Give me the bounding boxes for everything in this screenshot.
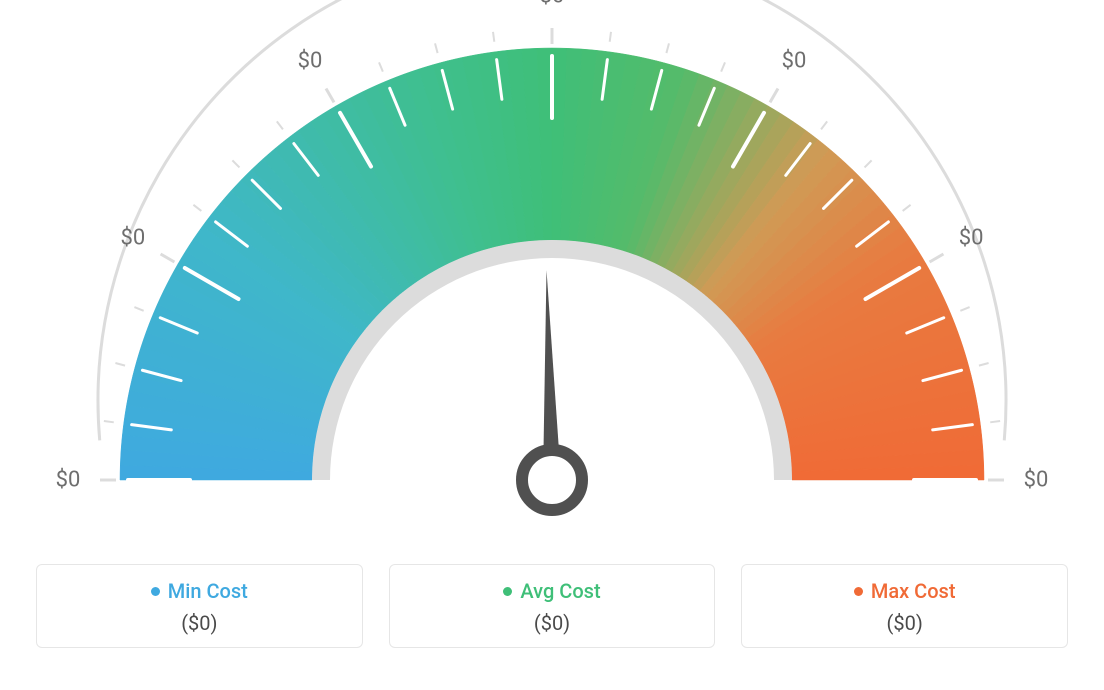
gauge-tick-label: $0 bbox=[56, 468, 81, 493]
legend-avg-dot bbox=[503, 587, 512, 596]
gauge-tick-label: $0 bbox=[120, 226, 145, 251]
legend-avg-value: ($0) bbox=[400, 611, 705, 635]
legend-row: Min Cost ($0) Avg Cost ($0) Max Cost ($0… bbox=[0, 564, 1104, 648]
legend-min-title: Min Cost bbox=[47, 579, 352, 603]
gauge-tick-label: $0 bbox=[1024, 468, 1049, 493]
gauge-tick-label: $0 bbox=[540, 0, 565, 9]
legend-min-dot bbox=[151, 587, 160, 596]
gauge-area: $0 $0 $0 $0 $0 $0 $0 bbox=[0, 0, 1104, 560]
legend-max-value: ($0) bbox=[752, 611, 1057, 635]
gauge-tick-label: $0 bbox=[298, 48, 323, 73]
legend-min-box: Min Cost ($0) bbox=[36, 564, 363, 648]
legend-min-label: Min Cost bbox=[168, 579, 248, 603]
legend-min-value: ($0) bbox=[47, 611, 352, 635]
gauge-chart-container: $0 $0 $0 $0 $0 $0 $0 Min Cost ($0) Avg Cost ($… bbox=[0, 0, 1104, 690]
gauge-tick-label: $0 bbox=[782, 48, 807, 73]
gauge-tick-label: $0 bbox=[959, 226, 984, 251]
legend-avg-box: Avg Cost ($0) bbox=[389, 564, 716, 648]
legend-max-title: Max Cost bbox=[752, 579, 1057, 603]
legend-avg-title: Avg Cost bbox=[400, 579, 705, 603]
legend-max-label: Max Cost bbox=[871, 579, 956, 603]
legend-avg-label: Avg Cost bbox=[520, 579, 600, 603]
legend-max-dot bbox=[854, 587, 863, 596]
legend-max-box: Max Cost ($0) bbox=[741, 564, 1068, 648]
gauge-svg bbox=[0, 0, 1104, 560]
